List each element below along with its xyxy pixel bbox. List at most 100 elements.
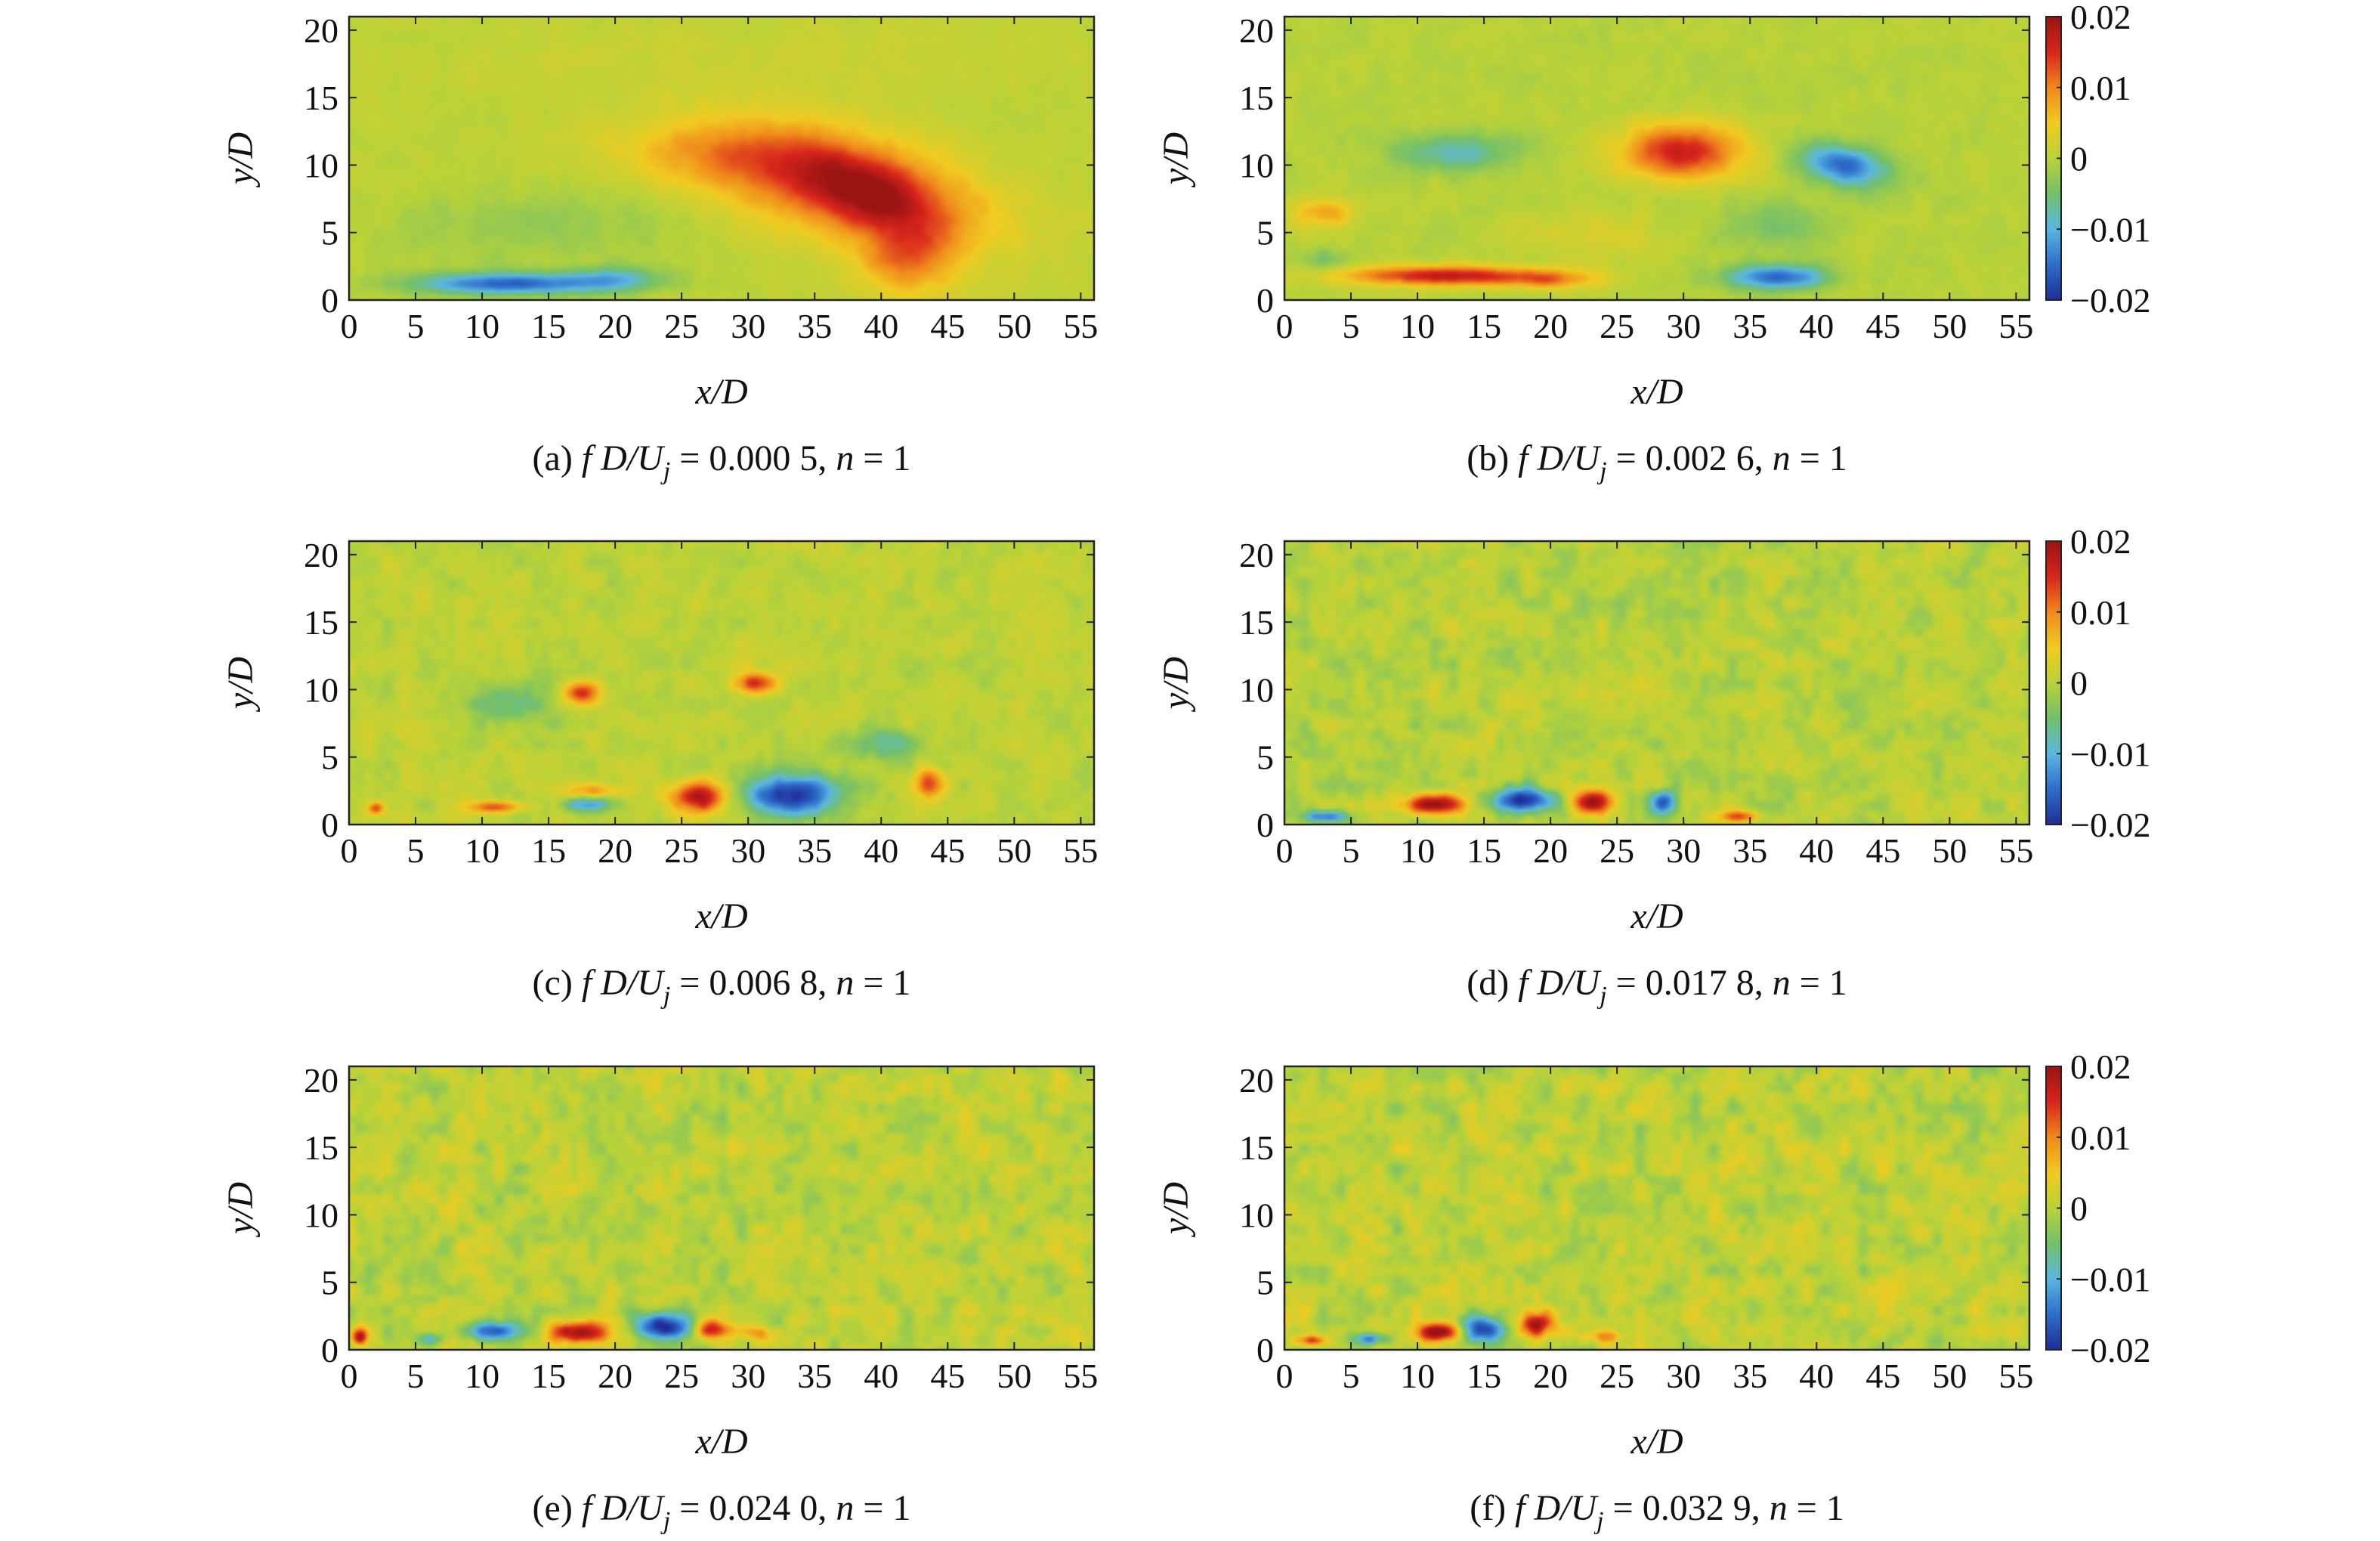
x-tick-label: 40 (1799, 1357, 1834, 1395)
x-tick-label: 35 (1732, 307, 1767, 345)
panel-c: 0 5 10 15 20 25 30 35 40 45 50 55 0 5 10 15 20 x/D y/D (c) … (221, 536, 1098, 1010)
caption-dd: D (1525, 1488, 1561, 1528)
y-tick-label: 0 (321, 1331, 338, 1369)
colorbar-tick-label: 0.02 (2070, 1047, 2131, 1086)
caption-sep: , (818, 1488, 836, 1528)
x-tick-label: 20 (598, 1357, 632, 1395)
caption-neq: = 1 (854, 963, 910, 1003)
caption-eq: = (1604, 1488, 1643, 1528)
x-tick-label: 15 (1467, 307, 1501, 345)
colorbar-tick-label: 0.01 (2070, 593, 2131, 632)
x-tick-label: 0 (341, 307, 358, 345)
x-tick-label: 40 (864, 307, 898, 345)
x-tick-label: 50 (1932, 831, 1967, 870)
x-tick-label: 25 (1600, 307, 1634, 345)
caption-sep: , (1754, 438, 1773, 478)
y-tick-label: 0 (1256, 1331, 1274, 1369)
x-tick-label: 35 (1732, 1357, 1767, 1395)
caption-sub: j (660, 457, 670, 485)
caption-neq: = 1 (854, 438, 910, 478)
x-tick-label: 35 (1732, 831, 1767, 870)
x-tick-label: 15 (531, 831, 566, 870)
x-tick-label: 20 (598, 307, 632, 345)
caption-sep: , (1754, 963, 1773, 1003)
y-tick-label: 10 (1239, 146, 1274, 184)
caption-value: 0.024 0 (709, 1488, 818, 1528)
caption-n: n (1773, 438, 1791, 478)
x-tick-label: 5 (1343, 307, 1360, 345)
x-axis-label: x/D (694, 1422, 747, 1462)
caption-neq: = 1 (1791, 963, 1847, 1003)
caption-eq: = (1607, 963, 1646, 1003)
y-axis-label: y/D (1156, 1182, 1196, 1238)
x-tick-label: 25 (664, 1357, 699, 1395)
colorbar-tick-label: −0.02 (2070, 281, 2150, 320)
x-axis-label: x/D (694, 372, 747, 412)
x-tick-label: 10 (1400, 307, 1435, 345)
x-tick-label: 50 (997, 1357, 1031, 1395)
caption-n: n (836, 963, 854, 1003)
caption-prefix: (a) (533, 438, 582, 478)
caption-u: /U (1561, 963, 1602, 1003)
x-axis-label: x/D (1630, 896, 1683, 936)
caption-value: 0.006 8 (709, 963, 818, 1003)
y-tick-label: 5 (321, 214, 338, 252)
colorbar-tick-label: −0.01 (2070, 735, 2150, 773)
caption-value: 0.032 9 (1643, 1488, 1751, 1528)
caption-sub: j (1596, 982, 1606, 1010)
caption-neq: = 1 (1788, 1488, 1844, 1528)
caption-dd: D (592, 1488, 627, 1528)
y-tick-label: 15 (304, 603, 338, 642)
caption-n: n (836, 1488, 854, 1528)
x-tick-label: 15 (531, 307, 566, 345)
plot-frame (1283, 1065, 2031, 1351)
y-tick-label: 0 (1256, 806, 1274, 844)
x-axis-label: x/D (1630, 372, 1683, 412)
plot-frame (1283, 540, 2031, 826)
x-tick-label: 10 (465, 1357, 499, 1395)
x-tick-label: 50 (997, 307, 1031, 345)
x-tick-label: 20 (1533, 307, 1568, 345)
colorbar-tick-label: 0.02 (2070, 0, 2131, 36)
caption-eq: = (670, 1488, 709, 1528)
caption-dd: D (1528, 963, 1564, 1003)
x-tick-label: 15 (531, 1357, 566, 1395)
panel-b: 0 5 10 15 20 25 30 35 40 45 50 55 0 5 10 15 20 x/D y/D (b) … (1156, 0, 2150, 485)
y-axis-label: y/D (221, 132, 261, 188)
caption-value: 0.017 8 (1646, 963, 1754, 1003)
y-tick-label: 20 (304, 11, 338, 50)
x-tick-label: 20 (1533, 1357, 1568, 1395)
caption-prefix: (f) (1470, 1488, 1515, 1528)
caption-sep: , (818, 963, 836, 1003)
y-tick-label: 0 (321, 281, 338, 320)
caption-eq: = (670, 963, 709, 1003)
heatmap-field (349, 541, 1094, 825)
caption-sub: j (1596, 457, 1606, 485)
x-tick-label: 30 (731, 831, 765, 870)
x-tick-label: 45 (1865, 307, 1900, 345)
x-tick-label: 30 (731, 1357, 765, 1395)
panel-d: 0 5 10 15 20 25 30 35 40 45 50 55 0 5 10 15 20 x/D y/D (d) … (1156, 522, 2150, 1010)
plot-frame (1283, 15, 2031, 302)
caption-u: /U (625, 438, 666, 478)
caption-eq: = (670, 438, 709, 478)
plot-frame (348, 540, 1096, 826)
x-tick-label: 40 (1799, 307, 1834, 345)
caption-n: n (1770, 1488, 1788, 1528)
colorbar: 0.02 0.01 0 −0.01 −0.02 (2045, 0, 2150, 320)
x-tick-label: 10 (1400, 1357, 1435, 1395)
x-tick-label: 55 (1063, 307, 1098, 345)
x-tick-label: 40 (864, 1357, 898, 1395)
x-tick-label: 0 (1276, 307, 1294, 345)
y-tick-label: 5 (321, 1264, 338, 1302)
y-tick-label: 15 (1239, 603, 1274, 642)
panel-caption: (d) f D/Uj = 0.017 8, n = 1 (1467, 963, 1847, 1010)
panel-caption: (f) f D/Uj = 0.032 9, n = 1 (1470, 1488, 1844, 1535)
colorbar-tick-label: 0.02 (2070, 522, 2131, 561)
caption-sep: , (818, 438, 836, 478)
x-tick-label: 55 (1063, 831, 1098, 870)
heatmap-field (1284, 17, 2029, 300)
x-tick-label: 5 (407, 307, 425, 345)
y-tick-label: 15 (304, 79, 338, 117)
